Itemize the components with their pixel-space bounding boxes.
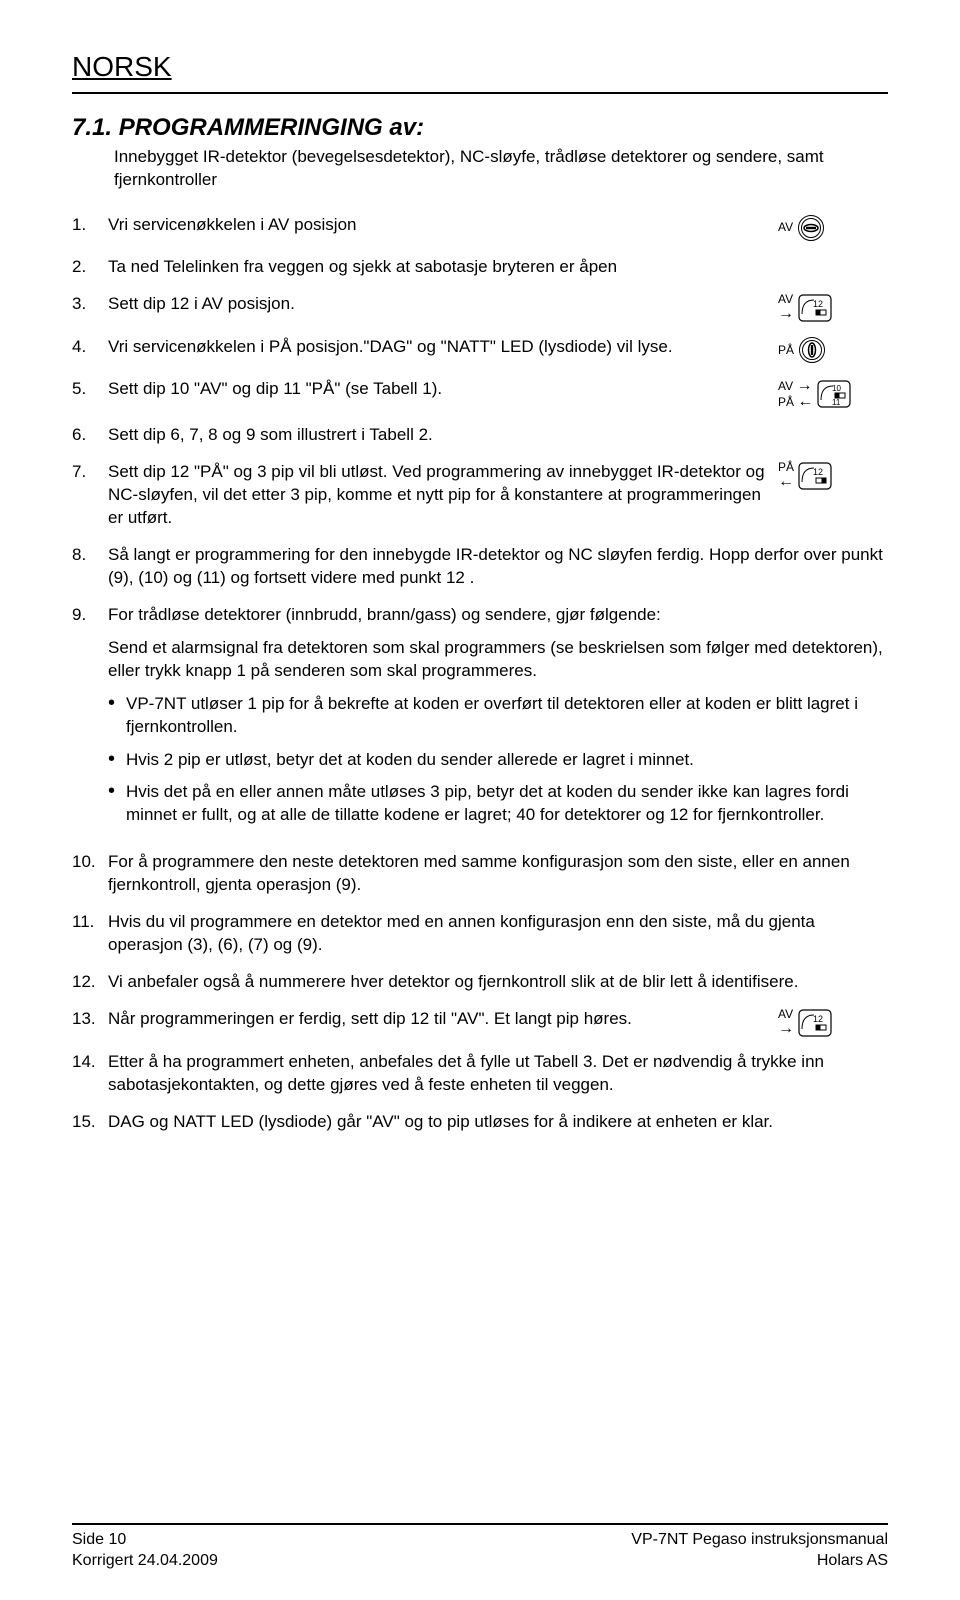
step-text: Når programmeringen er ferdig, sett dip …: [108, 1008, 768, 1031]
step-number: 14.: [72, 1051, 108, 1074]
footer-company: Holars AS: [817, 1550, 888, 1572]
step-row: 10. For å programmere den neste detektor…: [72, 851, 888, 897]
step-bullet: Hvis det på en eller annen måte utløses …: [108, 781, 888, 827]
step-number: 11.: [72, 911, 108, 934]
step-row: 2. Ta ned Telelinken fra veggen og sjekk…: [72, 256, 888, 279]
icon-label: PÅ: [778, 344, 794, 357]
arrow-left-icon: ←: [778, 474, 794, 490]
footer-divider: [72, 1523, 888, 1525]
step-icons: PÅ: [768, 336, 888, 364]
svg-text:12: 12: [813, 299, 823, 309]
section-title: 7.1. PROGRAMMERINGING av:: [72, 112, 888, 144]
step-row: 11. Hvis du vil programmere en detektor …: [72, 911, 888, 957]
arrow-right-icon: →: [778, 1021, 794, 1037]
step-number: 6.: [72, 424, 108, 447]
step-number: 15.: [72, 1111, 108, 1134]
step-row: 14. Etter å ha programmert enheten, anbe…: [72, 1051, 888, 1097]
step-row: 9. For trådløse detektorer (innbrudd, br…: [72, 604, 888, 838]
arrow-right-icon: →: [778, 306, 794, 322]
steps-list: 1. Vri servicenøkkelen i AV posisjon AV …: [72, 214, 888, 1134]
step-bullet: VP-7NT utløser 1 pip for å bekrefte at k…: [108, 693, 888, 739]
step-row: 12. Vi anbefaler også å nummerere hver d…: [72, 971, 888, 994]
footer-date: Korrigert 24.04.2009: [72, 1550, 218, 1572]
step-intro: For trådløse detektorer (innbrudd, brann…: [108, 604, 888, 627]
step-row: 6. Sett dip 6, 7, 8 og 9 som illustrert …: [72, 424, 888, 447]
step-row: 5. Sett dip 10 "AV" og dip 11 "PÅ" (se T…: [72, 378, 888, 410]
svg-text:11: 11: [832, 398, 841, 407]
step-row: 8. Så langt er programmering for den inn…: [72, 544, 888, 590]
step-text: Sett dip 12 i AV posisjon.: [108, 293, 768, 316]
step-bullet: Hvis 2 pip er utløst, betyr det at koden…: [108, 749, 888, 772]
step-icons: AV: [768, 214, 888, 242]
dip-switch-icon: 10 11: [817, 380, 851, 408]
step-number: 9.: [72, 604, 108, 627]
dip-switch-icon: 12: [798, 1009, 832, 1037]
step-text: Sett dip 10 "AV" og dip 11 "PÅ" (se Tabe…: [108, 378, 768, 401]
step-row: 3. Sett dip 12 i AV posisjon. AV → 12: [72, 293, 888, 322]
step-number: 12.: [72, 971, 108, 994]
header-divider: [72, 92, 888, 94]
step-text: For trådløse detektorer (innbrudd, brann…: [108, 604, 888, 838]
step-text: DAG og NATT LED (lysdiode) går "AV" og t…: [108, 1111, 888, 1134]
step-intro: Send et alarmsignal fra detektoren som s…: [108, 637, 888, 683]
step-text: Vi anbefaler også å nummerere hver detek…: [108, 971, 888, 994]
step-text: Vri servicenøkkelen i AV posisjon: [108, 214, 768, 237]
step-icons: PÅ ← 12: [768, 461, 888, 490]
svg-text:12: 12: [813, 467, 823, 477]
step-text: For å programmere den neste detektoren m…: [108, 851, 888, 897]
step-row: 13. Når programmeringen er ferdig, sett …: [72, 1008, 888, 1037]
step-number: 13.: [72, 1008, 108, 1031]
icon-label: AV: [778, 221, 793, 234]
svg-text:12: 12: [813, 1014, 823, 1024]
step-text: Sett dip 6, 7, 8 og 9 som illustrert i T…: [108, 424, 888, 447]
step-number: 3.: [72, 293, 108, 316]
step-number: 4.: [72, 336, 108, 359]
step-icons: AV → 12: [768, 293, 888, 322]
step-row: 1. Vri servicenøkkelen i AV posisjon AV: [72, 214, 888, 242]
page-footer: Side 10 VP-7NT Pegaso instruksjonsmanual…: [72, 1523, 888, 1572]
step-number: 2.: [72, 256, 108, 279]
dip-switch-icon: 12: [798, 294, 832, 322]
keyswitch-icon: [798, 336, 826, 364]
arrow-right-icon: →: [796, 377, 812, 394]
icon-label: PÅ: [778, 395, 794, 409]
step-text: Sett dip 12 "PÅ" og 3 pip vil bli utløst…: [108, 461, 768, 530]
keyswitch-icon: [797, 214, 825, 242]
section-subtitle: Innebygget IR-detektor (bevegelsesdetekt…: [72, 146, 888, 192]
step-number: 1.: [72, 214, 108, 237]
step-row: 7. Sett dip 12 "PÅ" og 3 pip vil bli utl…: [72, 461, 888, 530]
step-text: Hvis du vil programmere en detektor med …: [108, 911, 888, 957]
step-text: Så langt er programmering for den inneby…: [108, 544, 888, 590]
footer-page: Side 10: [72, 1529, 126, 1551]
svg-text:10: 10: [832, 384, 841, 393]
step-row: 4. Vri servicenøkkelen i PÅ posisjon."DA…: [72, 336, 888, 364]
icon-label: AV: [778, 379, 793, 393]
step-text: Etter å ha programmert enheten, anbefale…: [108, 1051, 888, 1097]
step-number: 7.: [72, 461, 108, 484]
footer-doc-title: VP-7NT Pegaso instruksjonsmanual: [631, 1529, 888, 1551]
step-text: Vri servicenøkkelen i PÅ posisjon."DAG" …: [108, 336, 768, 359]
step-icons: AV → 12: [768, 1008, 888, 1037]
page-language-header: NORSK: [72, 48, 888, 86]
step-number: 8.: [72, 544, 108, 567]
step-icons: AV → PÅ ← 10 11: [768, 378, 888, 410]
dip-switch-icon: 12: [798, 462, 832, 490]
arrow-left-icon: ←: [797, 393, 813, 410]
step-number: 5.: [72, 378, 108, 401]
step-row: 15. DAG og NATT LED (lysdiode) går "AV" …: [72, 1111, 888, 1134]
step-text: Ta ned Telelinken fra veggen og sjekk at…: [108, 256, 888, 279]
step-number: 10.: [72, 851, 108, 874]
